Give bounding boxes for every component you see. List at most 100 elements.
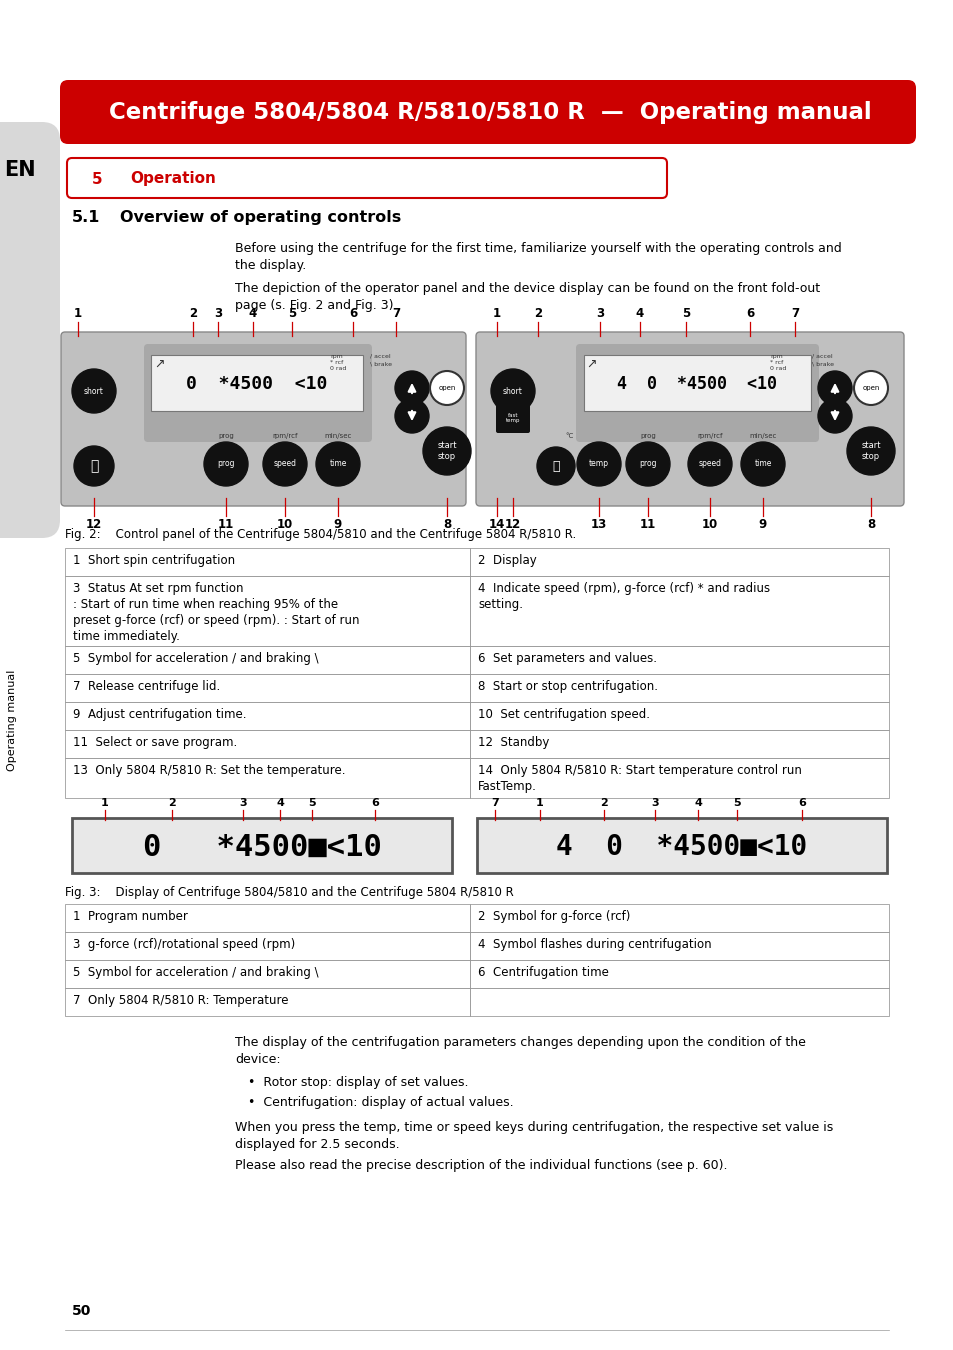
Bar xyxy=(65,702,470,730)
Text: 3  Status At set rpm function
⁠: Start of run time when reaching 95% of the
pres: 3 Status At set rpm function ⁠: Start of… xyxy=(73,582,359,643)
Circle shape xyxy=(740,441,784,486)
Text: time: time xyxy=(329,459,346,468)
FancyBboxPatch shape xyxy=(0,122,60,539)
Text: 2: 2 xyxy=(168,798,175,809)
Text: 6: 6 xyxy=(745,306,753,320)
Text: 9  Adjust centrifugation time.: 9 Adjust centrifugation time. xyxy=(73,707,246,721)
Text: 4  0  *4500■<10: 4 0 *4500■<10 xyxy=(556,833,807,861)
Text: ⏻: ⏻ xyxy=(552,459,559,472)
Text: 4  Symbol flashes during centrifugation: 4 Symbol flashes during centrifugation xyxy=(477,938,711,950)
Text: 8  Start or stop centrifugation.: 8 Start or stop centrifugation. xyxy=(477,680,658,693)
Text: Centrifuge 5804/5804 R/5810/5810 R  —  Operating manual: Centrifuge 5804/5804 R/5810/5810 R — Ope… xyxy=(109,100,870,123)
Text: 6  Centrifugation time: 6 Centrifugation time xyxy=(477,967,608,979)
Text: 13  Only 5804 R/5810 R: Set the temperature.: 13 Only 5804 R/5810 R: Set the temperatu… xyxy=(73,764,345,778)
Text: 1: 1 xyxy=(101,798,109,809)
Text: 4: 4 xyxy=(249,306,257,320)
Text: 2: 2 xyxy=(189,306,197,320)
Bar xyxy=(65,576,470,647)
Text: 6: 6 xyxy=(349,306,356,320)
Text: 8: 8 xyxy=(866,518,874,531)
Circle shape xyxy=(422,427,471,475)
Text: temp: temp xyxy=(588,459,608,468)
Text: 11: 11 xyxy=(217,518,233,531)
Text: 8: 8 xyxy=(442,518,451,531)
Text: 12: 12 xyxy=(504,518,520,531)
Bar xyxy=(470,960,888,988)
FancyBboxPatch shape xyxy=(67,158,666,198)
Text: 11  Select or save program.: 11 Select or save program. xyxy=(73,736,237,749)
Text: 2: 2 xyxy=(534,306,541,320)
Text: fast
temp: fast temp xyxy=(505,413,519,423)
Text: •  Rotor stop: display of set values.: • Rotor stop: display of set values. xyxy=(248,1076,468,1089)
Bar xyxy=(65,674,470,702)
Circle shape xyxy=(853,371,887,405)
Text: 4: 4 xyxy=(694,798,701,809)
Text: * rcf: * rcf xyxy=(769,360,782,365)
Text: 1  Program number: 1 Program number xyxy=(73,910,188,923)
FancyBboxPatch shape xyxy=(583,355,810,410)
Text: 5.1: 5.1 xyxy=(71,211,100,225)
Text: 7  Release centrifuge lid.: 7 Release centrifuge lid. xyxy=(73,680,220,693)
Bar xyxy=(65,931,470,960)
Circle shape xyxy=(491,369,535,413)
Circle shape xyxy=(204,441,248,486)
Bar xyxy=(470,674,888,702)
Text: Before using the centrifuge for the first time, familiarize yourself with the op: Before using the centrifuge for the firs… xyxy=(234,242,841,271)
Text: 4: 4 xyxy=(636,306,643,320)
Text: * rcf: * rcf xyxy=(330,360,343,365)
Text: Overview of operating controls: Overview of operating controls xyxy=(120,211,401,225)
Text: •  Centrifugation: display of actual values.: • Centrifugation: display of actual valu… xyxy=(248,1096,513,1108)
Bar xyxy=(470,988,888,1017)
Bar xyxy=(65,730,470,757)
FancyBboxPatch shape xyxy=(61,332,465,506)
Text: prog: prog xyxy=(639,433,655,439)
Text: / accel: / accel xyxy=(811,354,832,359)
Text: rpm: rpm xyxy=(330,354,342,359)
Text: 0 rad: 0 rad xyxy=(330,366,346,371)
Text: 2  Display: 2 Display xyxy=(477,554,537,567)
Text: EN: EN xyxy=(4,161,36,180)
Text: rpm: rpm xyxy=(769,354,781,359)
Text: 10: 10 xyxy=(701,518,718,531)
Text: Fig. 2:    Control panel of the Centrifuge 5804/5810 and the Centrifuge 5804 R/5: Fig. 2: Control panel of the Centrifuge … xyxy=(65,528,576,541)
Text: ↗: ↗ xyxy=(154,358,165,371)
Text: 5: 5 xyxy=(308,798,315,809)
Text: Fig. 3:    Display of Centrifuge 5804/5810 and the Centrifuge 5804 R/5810 R: Fig. 3: Display of Centrifuge 5804/5810 … xyxy=(65,886,514,899)
Bar xyxy=(470,757,888,798)
Text: 4  0  *4500  <10: 4 0 *4500 <10 xyxy=(617,375,776,393)
Text: 4: 4 xyxy=(275,798,284,809)
Circle shape xyxy=(74,446,113,486)
Circle shape xyxy=(537,447,575,485)
Circle shape xyxy=(577,441,620,486)
Text: 0   *4500■<10: 0 *4500■<10 xyxy=(142,833,381,861)
Bar xyxy=(470,548,888,576)
Text: open: open xyxy=(862,385,879,391)
Text: min/sec: min/sec xyxy=(748,433,776,439)
Text: 7  Only 5804 R/5810 R: Temperature: 7 Only 5804 R/5810 R: Temperature xyxy=(73,994,288,1007)
Text: \ brake: \ brake xyxy=(811,362,833,367)
Text: The depiction of the operator panel and the device display can be found on the f: The depiction of the operator panel and … xyxy=(234,282,820,312)
Text: 4  Indicate speed (rpm), g-force (rcf) * and radius
setting.: 4 Indicate speed (rpm), g-force (rcf) * … xyxy=(477,582,769,612)
Text: 6: 6 xyxy=(798,798,805,809)
Text: 2: 2 xyxy=(599,798,607,809)
Text: prog: prog xyxy=(217,459,234,468)
Text: 10: 10 xyxy=(276,518,293,531)
Text: ↗: ↗ xyxy=(586,358,597,371)
Text: 3: 3 xyxy=(213,306,222,320)
Text: 9: 9 xyxy=(758,518,766,531)
Text: Please also read the precise description of the individual functions (see p. 60): Please also read the precise description… xyxy=(234,1160,727,1172)
Bar xyxy=(476,818,886,873)
Circle shape xyxy=(315,441,359,486)
Text: 2  Symbol for g-force (rcf): 2 Symbol for g-force (rcf) xyxy=(477,910,630,923)
Bar xyxy=(470,576,888,647)
Text: time: time xyxy=(754,459,771,468)
Bar xyxy=(470,647,888,674)
Text: 5  Symbol for acceleration / and braking \: 5 Symbol for acceleration / and braking … xyxy=(73,652,318,666)
FancyBboxPatch shape xyxy=(496,404,530,433)
Text: 7: 7 xyxy=(392,306,399,320)
Text: 12: 12 xyxy=(86,518,102,531)
Text: 1: 1 xyxy=(493,306,500,320)
Text: 3: 3 xyxy=(651,798,659,809)
Text: 7: 7 xyxy=(790,306,799,320)
Text: short: short xyxy=(502,386,522,396)
